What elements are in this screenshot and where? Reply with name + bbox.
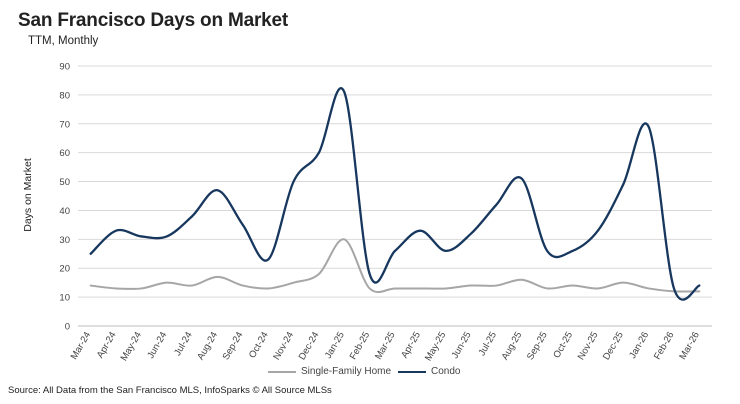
single-family-point-Oct-25 — [571, 284, 574, 287]
y-tick-label: 30 — [59, 235, 70, 246]
condo-point-Dec-25 — [622, 183, 625, 186]
condo-point-Jul-25 — [495, 203, 498, 206]
single-family-point-May-24 — [140, 287, 143, 290]
single-family-point-Mar-25 — [394, 287, 397, 290]
legend-swatch-condo — [398, 370, 426, 373]
x-tick-label: Dec-25 — [601, 330, 626, 362]
single-family-point-Jan-25 — [343, 238, 346, 241]
source-note: Source: All Data from the San Francisco … — [8, 385, 332, 396]
y-tick-label: 10 — [59, 293, 70, 304]
x-tick-label: Apr-24 — [95, 330, 119, 360]
x-tick-label: Jul-24 — [172, 330, 194, 358]
y-tick-label: 60 — [59, 148, 70, 159]
x-tick-label: Feb-26 — [652, 330, 677, 362]
condo-point-Mar-26 — [698, 284, 701, 287]
condo-point-Feb-26 — [672, 287, 675, 290]
single-family-point-Sep-24 — [241, 284, 244, 287]
condo-point-Mar-25 — [394, 249, 397, 252]
x-tick-label: Sep-25 — [525, 330, 550, 362]
single-family-point-May-25 — [444, 287, 447, 290]
chart-title: San Francisco Days on Market — [18, 10, 289, 31]
single-family-point-Jan-26 — [647, 287, 650, 290]
x-tick-label: Jan-25 — [323, 330, 347, 361]
condo-point-Aug-25 — [520, 177, 523, 180]
condo-point-Jul-24 — [191, 215, 194, 218]
series-line-single-family — [89, 238, 701, 294]
single-family-point-Oct-24 — [267, 287, 270, 290]
y-tick-label: 40 — [59, 206, 70, 217]
y-tick-label: 70 — [59, 119, 70, 130]
x-tick-label: Sep-24 — [221, 330, 246, 362]
condo-point-Dec-24 — [317, 151, 320, 154]
x-tick-label: Jul-25 — [477, 330, 499, 358]
condo-point-Sep-25 — [546, 249, 549, 252]
x-tick-label: Nov-24 — [271, 330, 296, 362]
condo-point-Feb-25 — [368, 273, 371, 276]
legend: Single-Family Home Condo — [0, 366, 740, 382]
condo-point-Jan-25 — [343, 91, 346, 94]
single-family-point-Jul-25 — [495, 284, 498, 287]
x-tick-label: Mar-25 — [373, 330, 398, 362]
y-tick-label: 20 — [59, 264, 70, 275]
x-tick-label: Oct-24 — [247, 330, 271, 360]
single-family-point-Jun-25 — [470, 284, 473, 287]
legend-item-single-family: Single-Family Home — [268, 366, 391, 377]
single-family-point-Aug-24 — [216, 275, 219, 278]
y-tick-label: 0 — [65, 322, 70, 333]
single-family-point-Jun-24 — [165, 281, 168, 284]
x-tick-label: Mar-24 — [69, 330, 94, 362]
single-family-point-Jul-24 — [191, 284, 194, 287]
single-family-point-Dec-24 — [317, 273, 320, 276]
x-tick-label: Oct-25 — [551, 330, 575, 360]
condo-point-Sep-24 — [241, 223, 244, 226]
single-family-point-Dec-25 — [622, 281, 625, 284]
single-family-point-Feb-25 — [368, 287, 371, 290]
single-family-point-Apr-25 — [419, 287, 422, 290]
condo-point-May-25 — [444, 249, 447, 252]
single-family-point-Mar-24 — [89, 284, 92, 287]
x-tick-label: Jun-25 — [450, 330, 474, 361]
single-family-point-Apr-24 — [115, 287, 118, 290]
single-family-point-Aug-25 — [520, 278, 523, 281]
x-tick-label: Nov-25 — [576, 330, 601, 362]
x-tick-label: May-25 — [423, 330, 448, 363]
x-tick-label: Aug-24 — [195, 330, 220, 362]
x-tick-label: Feb-25 — [348, 330, 373, 362]
single-family-point-Nov-25 — [596, 287, 599, 290]
x-tick-label: Aug-25 — [500, 330, 525, 362]
y-tick-label: 90 — [59, 62, 70, 73]
condo-point-Aug-24 — [216, 189, 219, 192]
condo-point-Apr-24 — [115, 229, 118, 232]
series-line-condo — [89, 87, 701, 301]
condo-point-Jun-25 — [470, 232, 473, 235]
chart-subtitle: TTM, Monthly — [28, 35, 99, 47]
legend-label-single-family: Single-Family Home — [301, 366, 392, 377]
legend-label-condo: Condo — [431, 366, 461, 377]
single-family-point-Nov-24 — [292, 281, 295, 284]
y-tick-label: 50 — [59, 177, 70, 188]
condo-point-May-24 — [140, 235, 143, 238]
condo-point-Jun-24 — [165, 235, 168, 238]
x-tick-label: May-24 — [119, 330, 144, 363]
single-family-point-Mar-26 — [698, 290, 701, 293]
condo-point-Oct-25 — [571, 249, 574, 252]
y-tick-label: 80 — [59, 90, 70, 101]
legend-swatch-single-family — [268, 370, 296, 373]
x-tick-label: Jan-26 — [627, 330, 651, 361]
legend-item-condo: Condo — [398, 366, 460, 377]
x-tick-label: Apr-25 — [399, 330, 423, 360]
condo-point-Nov-25 — [596, 229, 599, 232]
condo-point-Oct-24 — [267, 258, 270, 261]
single-family-point-Sep-25 — [546, 287, 549, 290]
condo-point-Jan-26 — [647, 125, 650, 128]
condo-point-Nov-24 — [292, 180, 295, 183]
condo-point-Mar-24 — [89, 252, 92, 255]
condo-point-Apr-25 — [419, 229, 422, 232]
x-tick-label: Mar-26 — [677, 330, 702, 362]
x-tick-label: Dec-24 — [297, 330, 322, 362]
x-tick-label: Jun-24 — [145, 330, 169, 361]
